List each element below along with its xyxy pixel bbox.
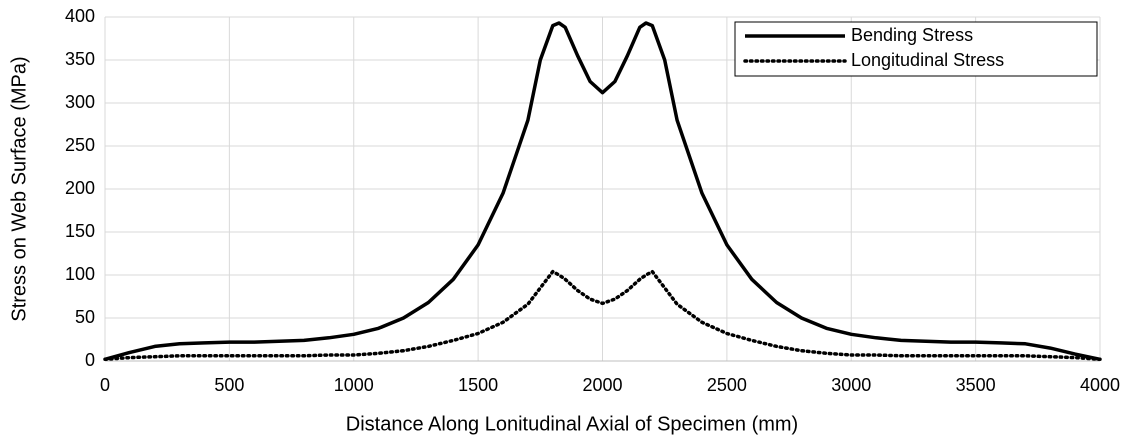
x-tick-label: 0 xyxy=(100,375,110,395)
legend-label: Longitudinal Stress xyxy=(851,50,1004,70)
y-tick-label: 400 xyxy=(65,6,95,26)
x-tick-label: 1500 xyxy=(458,375,498,395)
y-tick-label: 150 xyxy=(65,221,95,241)
y-tick-label: 250 xyxy=(65,135,95,155)
y-tick-label: 50 xyxy=(75,307,95,327)
x-tick-label: 3500 xyxy=(956,375,996,395)
x-tick-label: 3000 xyxy=(831,375,871,395)
series-line xyxy=(103,269,1102,362)
series-line xyxy=(104,21,1101,362)
x-tick-label: 4000 xyxy=(1080,375,1120,395)
legend-label: Bending Stress xyxy=(851,25,973,45)
y-tick-label: 300 xyxy=(65,92,95,112)
x-tick-label: 2500 xyxy=(707,375,747,395)
x-tick-label: 1000 xyxy=(334,375,374,395)
x-axis-label: Distance Along Lonitudinal Axial of Spec… xyxy=(346,413,798,435)
y-tick-label: 0 xyxy=(85,350,95,370)
y-tick-label: 200 xyxy=(65,178,95,198)
y-tick-label: 350 xyxy=(65,49,95,69)
x-tick-label: 500 xyxy=(214,375,244,395)
x-tick-label: 2000 xyxy=(582,375,622,395)
y-tick-label: 100 xyxy=(65,264,95,284)
legend-box xyxy=(734,21,1098,77)
y-axis-label: Stress on Web Surface (MPa) xyxy=(8,56,30,321)
